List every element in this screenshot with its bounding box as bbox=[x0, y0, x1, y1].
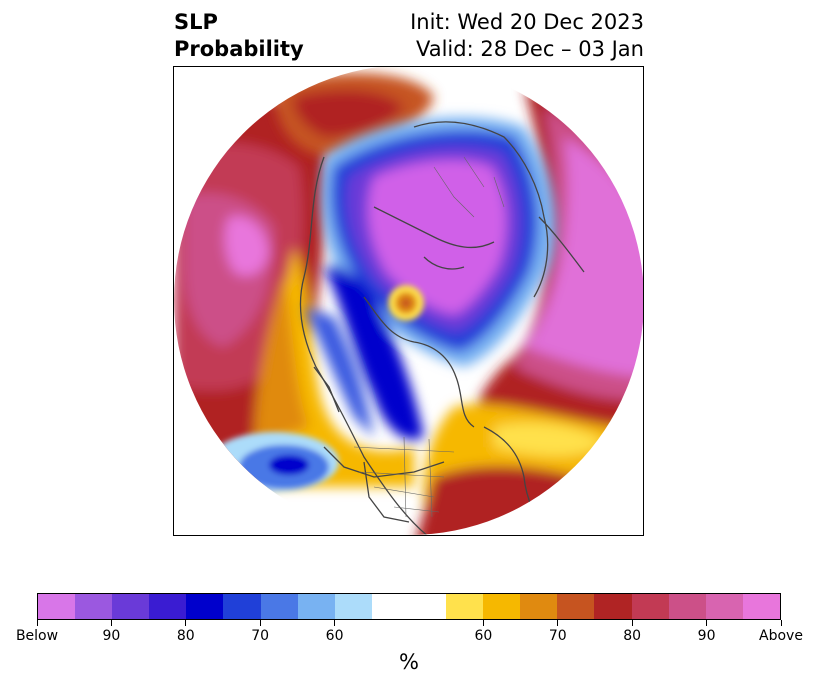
colorbar-segment bbox=[260, 594, 298, 619]
title-probability: Probability bbox=[174, 37, 304, 61]
colorbar-tick-label: 80 bbox=[623, 628, 642, 644]
colorbar-tick-label: 90 bbox=[102, 628, 121, 644]
init-date: Init: Wed 20 Dec 2023 bbox=[410, 10, 644, 34]
borders bbox=[353, 156, 505, 518]
coastlines bbox=[299, 121, 585, 535]
colorbar-segment bbox=[75, 594, 113, 619]
colorbar-tick-label: 90 bbox=[697, 628, 716, 644]
colorbar bbox=[37, 593, 781, 620]
colorbar-segment bbox=[186, 594, 224, 619]
map-title-left: SLP Probability bbox=[174, 9, 304, 63]
colorbar-tick bbox=[631, 620, 633, 626]
colorbar-segment bbox=[594, 594, 632, 619]
colorbar-tick bbox=[110, 620, 112, 626]
colorbar-segment bbox=[38, 594, 76, 619]
colorbar-tick bbox=[557, 620, 559, 626]
colorbar-segment bbox=[371, 594, 447, 619]
colorbar-tick-label: Below bbox=[15, 628, 59, 644]
probability-map-svg bbox=[174, 67, 643, 535]
colorbar-segment bbox=[631, 594, 669, 619]
colorbar-segment bbox=[520, 594, 558, 619]
colorbar-segment bbox=[668, 594, 706, 619]
colorbar-tick-label: Above bbox=[759, 628, 803, 644]
colorbar-segment bbox=[297, 594, 335, 619]
colorbar-segment bbox=[223, 594, 261, 619]
colorbar-segment bbox=[557, 594, 595, 619]
title-slp: SLP bbox=[174, 10, 218, 34]
colorbar-segment bbox=[705, 594, 743, 619]
colorbar-segment bbox=[334, 594, 372, 619]
polar-map bbox=[173, 66, 644, 536]
colorbar-tick-label: 60 bbox=[474, 628, 493, 644]
colorbar-segment bbox=[112, 594, 150, 619]
colorbar-tick bbox=[259, 620, 261, 626]
colorbar-tick bbox=[36, 620, 38, 626]
colorbar-tick bbox=[334, 620, 336, 626]
colorbar-tick bbox=[185, 620, 187, 626]
map-title-right: Init: Wed 20 Dec 2023 Valid: 28 Dec – 03… bbox=[410, 9, 644, 63]
colorbar-tick bbox=[482, 620, 484, 626]
colorbar-tick bbox=[706, 620, 708, 626]
colorbar-tick-label: 70 bbox=[548, 628, 567, 644]
colorbar-segment bbox=[149, 594, 187, 619]
probability-field bbox=[174, 67, 643, 535]
colorbar-tick-label: 60 bbox=[325, 628, 344, 644]
colorbar-tick-label: 70 bbox=[251, 628, 270, 644]
colorbar-tick bbox=[780, 620, 782, 626]
colorbar-unit: % bbox=[399, 650, 419, 674]
colorbar-tick-label: 80 bbox=[176, 628, 195, 644]
valid-range: Valid: 28 Dec – 03 Jan bbox=[415, 37, 644, 61]
colorbar-segment bbox=[483, 594, 521, 619]
colorbar-segment bbox=[742, 594, 780, 619]
colorbar-segment bbox=[446, 594, 484, 619]
